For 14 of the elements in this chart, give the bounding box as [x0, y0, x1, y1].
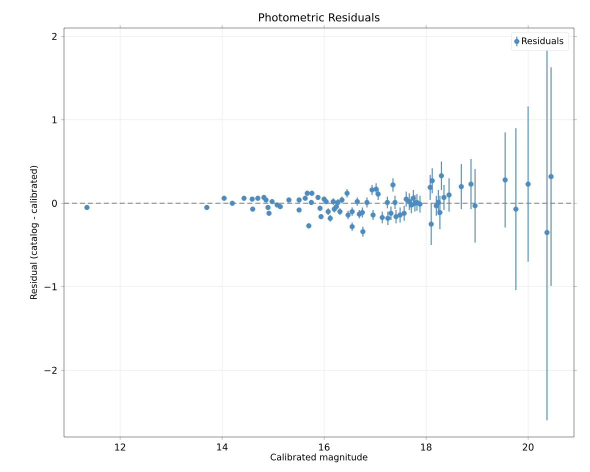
- x-tick-label: 12: [115, 444, 126, 451]
- y-tick-label: 2: [52, 32, 57, 40]
- x-tick-label: 18: [421, 444, 432, 451]
- x-tick-label: 20: [522, 444, 534, 451]
- x-tick-label: 16: [319, 444, 330, 451]
- y-tick-label: −2: [44, 366, 57, 374]
- y-axis-title: Residual (catalog - calibrated): [30, 166, 39, 299]
- x-axis-title: Calibrated magnitude: [270, 454, 368, 462]
- x-tick-label: 14: [217, 444, 228, 450]
- y-tick-label: 1: [52, 116, 57, 124]
- legend-label: Residuals: [522, 37, 564, 44]
- y-tick-label: −1: [44, 283, 57, 290]
- y-tick-label: 0: [52, 200, 57, 207]
- chart-title: Photometric Residuals: [259, 13, 380, 22]
